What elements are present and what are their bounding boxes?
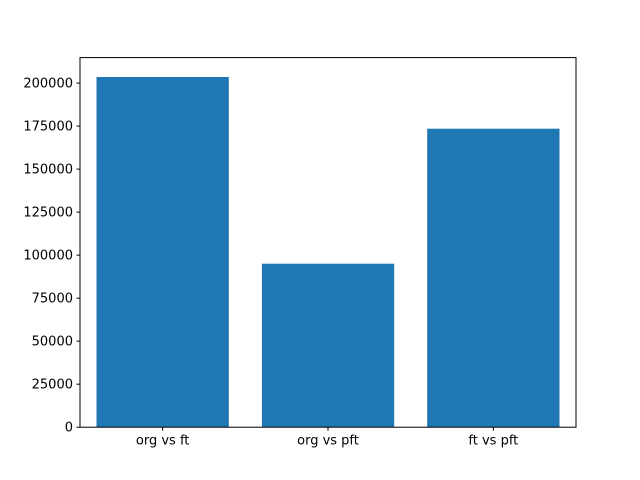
x-axis-tick-label: ft vs pft [468, 434, 518, 449]
bar-org-vs-ft [96, 77, 229, 428]
y-axis-tick-label: 0 [65, 421, 73, 436]
y-axis-tick-label: 25000 [32, 378, 73, 393]
axes-spines [79, 57, 577, 428]
y-axis-tick-label: 125000 [23, 206, 73, 221]
y-axis-tick-label: 50000 [32, 335, 73, 350]
y-axis-tick-label: 100000 [23, 249, 73, 264]
bar-org-vs-pft [261, 263, 395, 428]
y-axis-tick-label: 200000 [23, 77, 73, 92]
x-axis-tick-label: org vs pft [297, 434, 359, 449]
x-axis-tick-label: org vs ft [136, 434, 190, 449]
bar-ft-vs-pft [427, 128, 560, 428]
y-axis-tick-label: 175000 [23, 120, 73, 135]
y-axis-tick-label: 150000 [23, 163, 73, 178]
y-axis-tick-label: 75000 [32, 292, 73, 307]
